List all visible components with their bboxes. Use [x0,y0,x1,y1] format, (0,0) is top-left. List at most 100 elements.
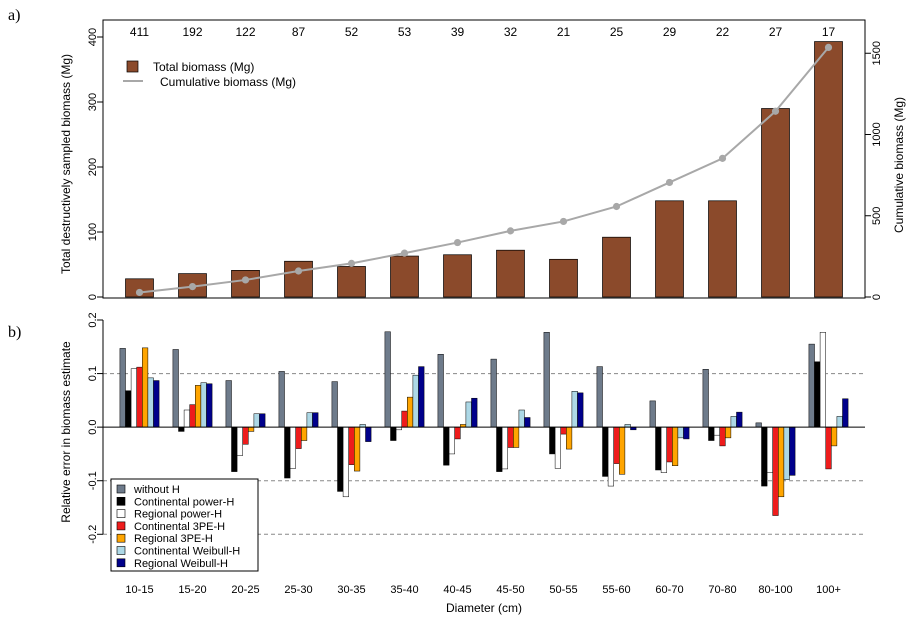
sample-count-label: 22 [716,25,730,39]
error-bar [677,426,684,439]
error-bar [331,381,338,428]
bottom-left-axis-title: Relative error in biomass estimate [59,341,73,523]
error-bar [147,377,154,428]
error-bar [755,422,762,428]
x-tick-label: 35-40 [390,584,418,596]
error-bar [183,409,190,428]
error-bar [490,358,497,428]
cumulative-point [188,283,197,291]
error-bar [702,369,709,428]
legend-label: Regional 3PE-H [134,533,213,545]
error-bar [130,368,137,428]
error-bar [842,398,849,428]
sample-count-label: 39 [451,25,465,39]
error-bar [613,426,620,464]
total-biomass-bar [284,260,313,298]
x-tick-label: 30-35 [337,584,365,596]
right-y-tick-label: 1000 [871,122,883,146]
cumulative-series-line [139,46,830,294]
cumulative-point [718,154,727,162]
right-y-tick-label: 1500 [871,41,883,65]
error-bar [401,410,408,428]
legend-swatch [116,533,126,543]
error-bar [507,426,514,448]
x-tick-label: 45-50 [496,584,524,596]
sample-count-label: 27 [769,25,783,39]
cumulative-point [347,259,356,267]
error-bar [554,426,561,469]
error-bar [819,332,826,428]
total-biomass-bar [231,270,260,298]
x-tick-label: 70-80 [708,584,736,596]
error-bar [225,380,232,428]
legend-swatch [116,509,126,518]
cumulative-line [135,43,833,297]
cumulative-point [612,202,621,211]
cumulative-point [453,238,462,247]
error-bar [248,426,255,432]
error-bar [206,383,213,428]
error-bar [412,374,419,428]
cumulative-point [400,249,409,257]
error-bar [253,413,260,428]
error-bar [465,401,472,428]
x-tick-label: 20-25 [231,584,259,596]
error-bar [596,366,603,428]
x-tick-label: 60-70 [655,584,683,596]
legend-label-total-biomass: Total biomass (Mg) [153,60,254,74]
x-tick-label: 100+ [816,584,841,596]
error-bar [543,332,550,428]
legend-label: Regional power-H [134,509,222,521]
error-bar [814,361,821,428]
total-biomass-bar [602,236,631,298]
right-y-tick-label: 0 [871,294,883,300]
error-bar [602,426,609,477]
error-bar [295,426,302,449]
error-bar [660,426,667,473]
error-bar [725,426,732,439]
total-biomass-bar [390,255,419,298]
error-bar [312,412,319,428]
bottom-y-tick-label: 0.1 [87,366,99,381]
top-legend: Total biomass (Mg) Cumulative biomass (M… [123,60,296,89]
sample-count-label: 21 [557,25,571,39]
sample-count-label: 52 [345,25,359,39]
error-bar [242,426,249,445]
error-bar [231,426,238,472]
error-bar [306,412,313,428]
sample-counts: 411 192 122 87 52 53 39 32 21 25 29 22 27 17 [130,25,836,39]
error-bar [655,426,662,471]
error-bar [496,426,503,472]
sample-count-label: 29 [663,25,677,39]
cumulative-point [771,107,780,115]
bottom-y-tick-label: -0.2 [87,525,99,544]
legend-swatch [116,521,126,531]
error-bar [783,426,790,480]
error-bar [178,426,185,432]
error-bar [772,426,779,516]
sample-count-label: 87 [292,25,306,39]
sample-count-label: 32 [504,25,518,39]
error-bar [577,392,584,428]
top-axes: 0 100 200 300 400 0 500 1000 1500 [87,19,883,300]
error-bar [808,343,815,428]
error-bar [513,426,520,448]
error-bar [549,426,556,455]
total-biomass-bar [814,41,843,298]
error-bar [836,416,843,428]
error-bar [365,426,372,442]
error-bar [200,382,207,428]
error-bars [103,331,865,516]
total-biomass-bar [337,266,366,298]
x-tick-label: 10-15 [125,584,153,596]
sample-count-label: 411 [130,25,149,39]
bottom-y-tick-label: 0.2 [87,312,99,327]
sample-count-label: 53 [398,25,412,39]
x-axis-title: Diameter (cm) [446,601,522,615]
legend-box [110,478,259,572]
error-bar [560,426,567,435]
error-bar [649,400,656,428]
sample-count-label: 17 [822,25,836,39]
cumulative-point [824,43,833,52]
